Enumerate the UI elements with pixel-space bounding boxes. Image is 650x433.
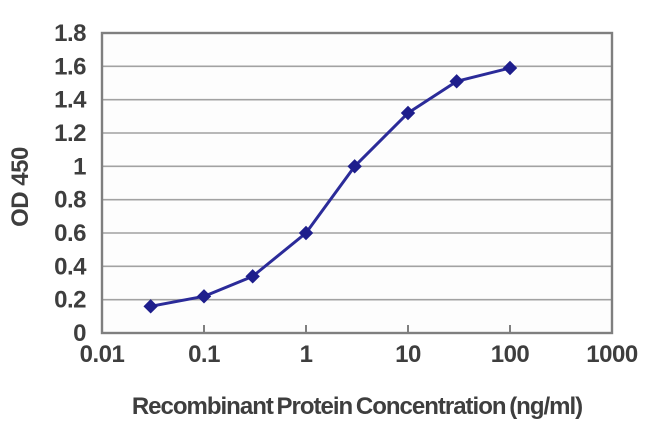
y-tick-label: 0.6 (54, 220, 86, 247)
x-tick-label: 1 (300, 341, 313, 368)
y-tick-label: 1.8 (54, 20, 86, 47)
y-tick-label: 1 (73, 153, 86, 180)
data-point (400, 105, 416, 121)
y-tick-label: 1.2 (54, 120, 86, 147)
y-tick-label: 1.6 (54, 53, 86, 80)
x-tick-label: 0.1 (188, 341, 220, 368)
y-tick-label: 0 (73, 320, 86, 347)
y-axis-title: OD 450 (7, 147, 34, 227)
y-tick-label: 1.4 (54, 87, 87, 114)
plot-background (102, 33, 612, 333)
y-tick-label: 0.8 (54, 187, 86, 214)
x-axis-title: Recombinant Protein Concentration (ng/ml… (131, 393, 583, 420)
x-tick-label: 100 (491, 341, 530, 368)
y-tick-label: 0.2 (54, 287, 86, 314)
data-point (196, 289, 212, 304)
data-point (502, 60, 518, 76)
series-line (149, 66, 512, 308)
plot-border (100, 31, 614, 335)
y-tick-label: 0.4 (54, 253, 87, 280)
data-point (347, 159, 362, 174)
data-point (449, 74, 464, 89)
x-tick-label: 10 (395, 341, 421, 368)
x-tick-label: 1000 (586, 341, 638, 368)
data-point (143, 299, 158, 314)
data-point (298, 225, 314, 241)
data-point (245, 269, 260, 284)
x-tick-label: 0.01 (80, 341, 125, 368)
